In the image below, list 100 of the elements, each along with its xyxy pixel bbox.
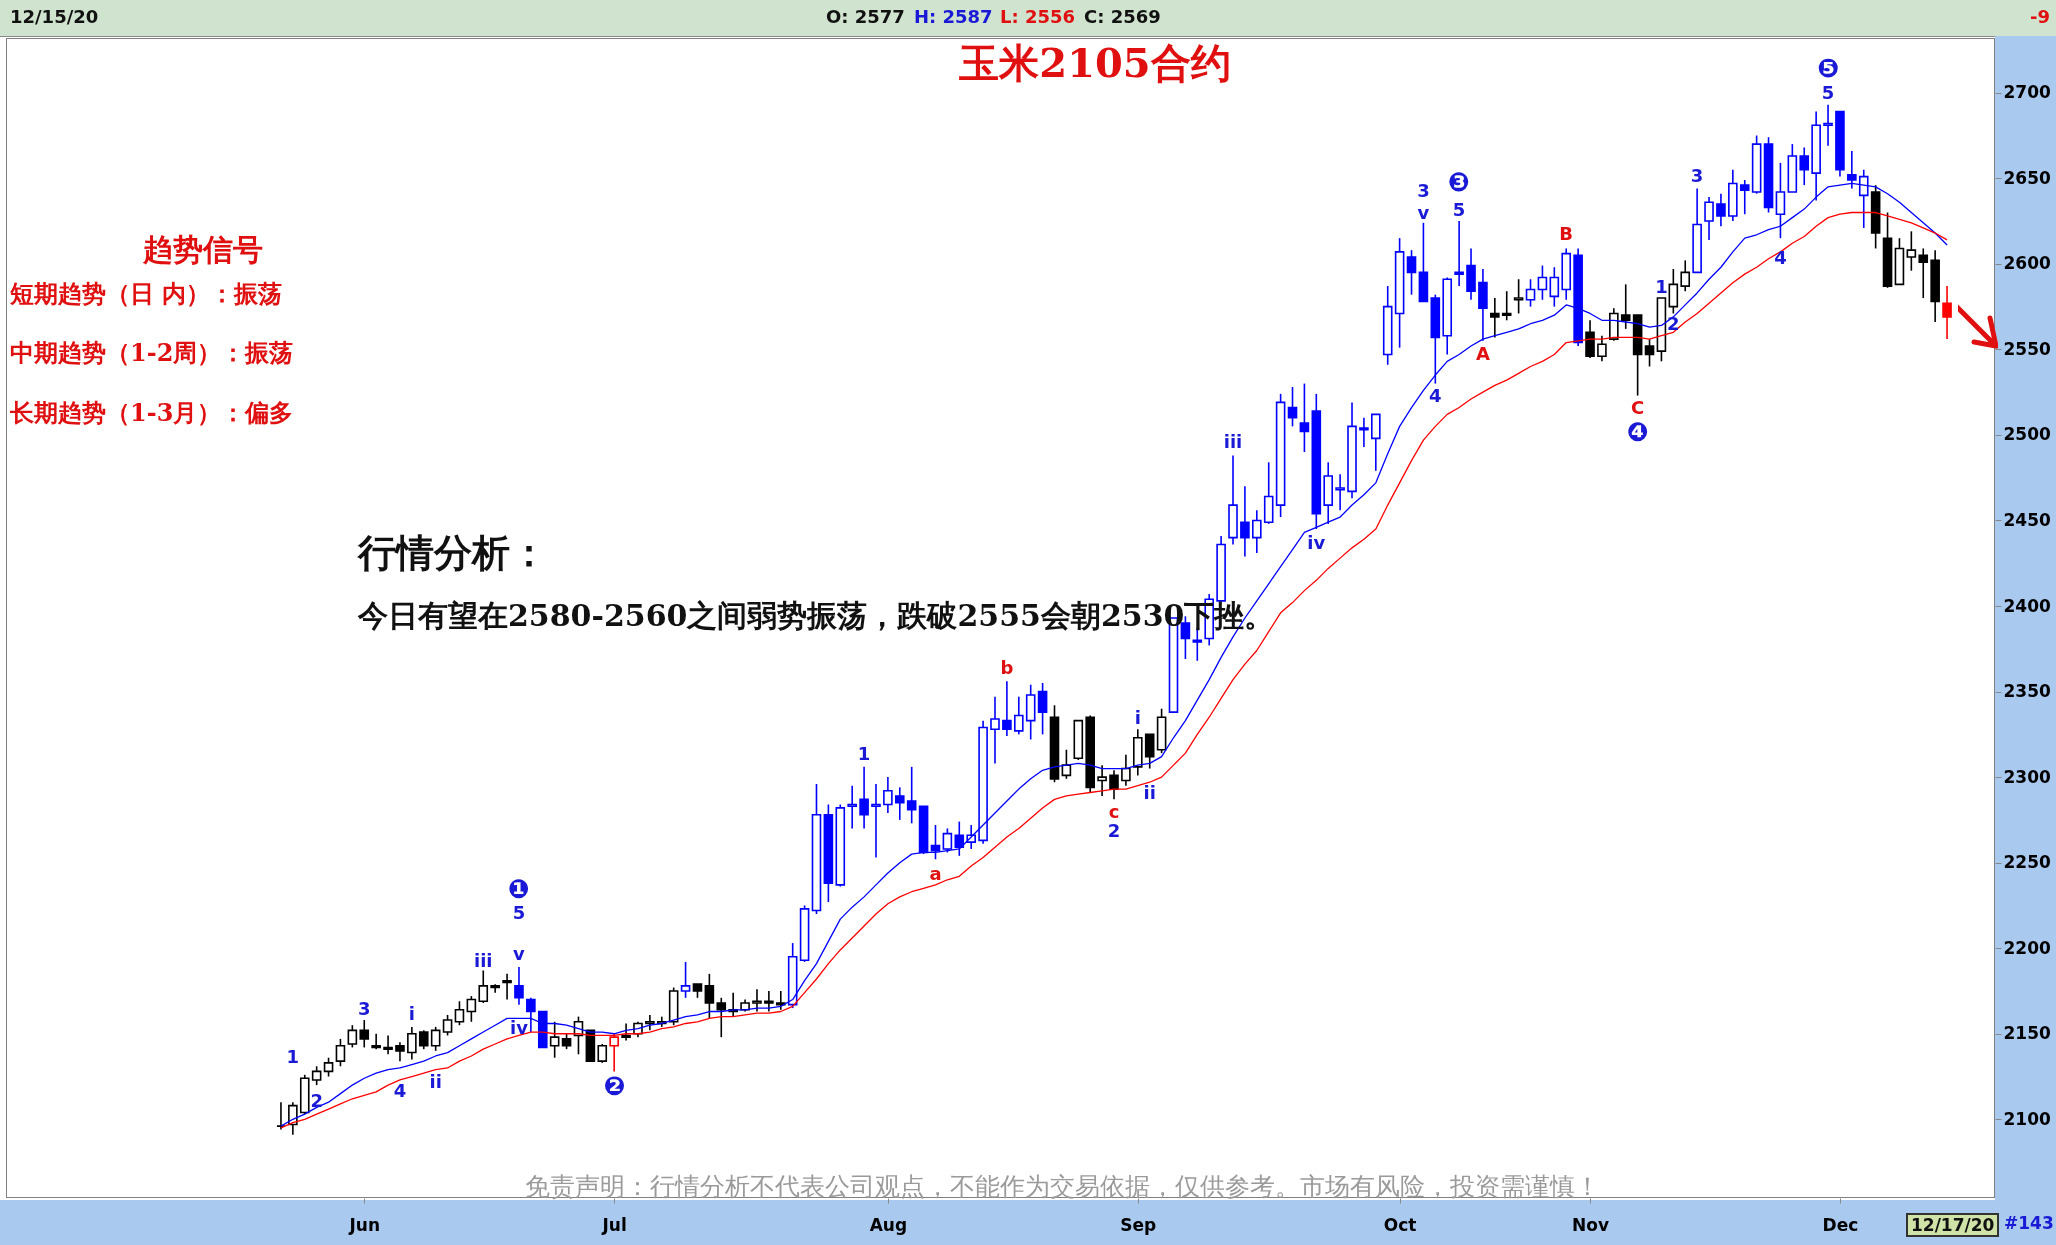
annotation: iv [510, 1016, 529, 1038]
annotation: 3 [1690, 164, 1704, 186]
candlestick [1406, 249, 1417, 296]
text: O: 2577 [826, 6, 905, 27]
candlestick [1620, 283, 1631, 330]
annotation: i [1134, 706, 1141, 728]
candlestick [347, 1024, 358, 1049]
candlestick [621, 1022, 631, 1042]
y-tick-label: 2400 [2003, 595, 2051, 616]
candlestick [1704, 196, 1714, 241]
annotation: v [513, 943, 526, 965]
annotation: 3 [357, 997, 371, 1019]
candlestick [442, 1014, 453, 1037]
candlestick [704, 973, 715, 1020]
y-tick-label: 2650 [2003, 167, 2051, 188]
candlestick [1823, 103, 1833, 147]
candlestick [1668, 268, 1679, 315]
candlestick [990, 695, 1000, 765]
candlestick [1013, 695, 1024, 736]
candlestick [906, 766, 917, 825]
text: 12/17/20 [1906, 1213, 2000, 1237]
candlestick [323, 1056, 334, 1078]
candlestick [1585, 319, 1595, 359]
candlestick [1144, 733, 1155, 770]
annotation: ❷ [603, 1070, 626, 1101]
y-tick-label: 2150 [2003, 1023, 2051, 1044]
candlestick [1549, 266, 1560, 308]
annotation: ii [1143, 782, 1156, 804]
candlestick [1525, 278, 1536, 308]
annotation: 1 [857, 742, 871, 764]
candlestick [466, 995, 477, 1023]
annotation: v [1417, 202, 1430, 224]
candlestick [1799, 146, 1810, 186]
annotation: 5 [1452, 198, 1466, 220]
candlestick [1537, 264, 1548, 301]
annotation: 1 [1655, 275, 1668, 297]
y-tick-label: 2200 [2003, 937, 2051, 958]
y-tick-label: 2300 [2003, 766, 2051, 787]
candlestick [1680, 259, 1691, 293]
candlestick [1942, 285, 1952, 340]
candlestick [847, 784, 857, 830]
candlestick [395, 1041, 405, 1062]
candlestick [407, 1026, 417, 1061]
candlestick [1002, 680, 1012, 737]
y-tick-label: 2100 [2003, 1108, 2051, 1129]
annotation: B [1559, 222, 1574, 244]
candlestick [597, 1043, 608, 1064]
annotation: 4 [393, 1079, 407, 1101]
annotation: iii [474, 949, 493, 971]
annotation: 中期趋势（1-2周）：振荡 [10, 337, 294, 369]
candlestick [514, 966, 524, 1006]
annotation: ❹ [1626, 417, 1649, 448]
candlestick [859, 766, 869, 830]
candlestick [752, 988, 762, 1013]
annotation: iv [1307, 532, 1326, 554]
candlestick [1490, 297, 1500, 339]
candlestick [454, 1000, 465, 1026]
candlestick [359, 1019, 370, 1049]
candlestick [1371, 413, 1381, 472]
candlestick [1597, 334, 1607, 363]
annotation: ❸ [1448, 167, 1471, 198]
annotation: ❺ [1817, 52, 1840, 83]
annotation: A [1475, 342, 1490, 364]
candlestick [335, 1038, 346, 1068]
candlestick [609, 1032, 619, 1073]
candlestick [1513, 278, 1524, 315]
annotation: 短期趋势（日 内）：振荡 [10, 278, 283, 310]
annotation: 行情分析： [358, 529, 548, 577]
candlestick [1299, 382, 1310, 453]
candlestick [1359, 417, 1369, 448]
x-tick-label: Dec [1822, 1214, 1859, 1235]
candlestick [1716, 192, 1726, 227]
text: 12/15/20 [10, 6, 99, 27]
y-tick-label: 2450 [2003, 509, 2051, 530]
candlestick [894, 786, 905, 821]
annotation: 1 [286, 1045, 300, 1067]
candlestick [371, 1032, 381, 1050]
y-tick-label: 2700 [2003, 82, 2051, 103]
candlestick [1501, 290, 1512, 322]
y-tick-label: 2500 [2003, 424, 2051, 445]
x-tick-label: Oct [1383, 1214, 1417, 1235]
text: #143 [2004, 1213, 2054, 1233]
annotation: 免责声明：行情分析不代表公司观点，不能作为交易依据，仅供参考。市场有风险，投资需谨慎！ [524, 1171, 1600, 1203]
y-tick-label: 2250 [2003, 852, 2051, 873]
candlestick [311, 1065, 322, 1086]
annotation: iii [1223, 431, 1243, 453]
annotation: 4 [1429, 385, 1442, 407]
y-tick-label: 2550 [2003, 338, 2051, 359]
annotation: 2 [1667, 313, 1680, 335]
candlestick [1240, 485, 1250, 558]
y-tick-label: 2350 [2003, 681, 2051, 702]
candlestick [1335, 473, 1345, 512]
y-tick-label: 2600 [2003, 253, 2051, 274]
text: 趋势信号 [143, 231, 263, 269]
candlestick [1037, 682, 1048, 736]
annotation: 长期趋势（1-3月）：偏多 [10, 397, 294, 429]
candlestick [1454, 220, 1464, 287]
candlestick [1097, 764, 1107, 797]
annotation: C [1631, 397, 1645, 419]
candlestick [954, 820, 965, 857]
